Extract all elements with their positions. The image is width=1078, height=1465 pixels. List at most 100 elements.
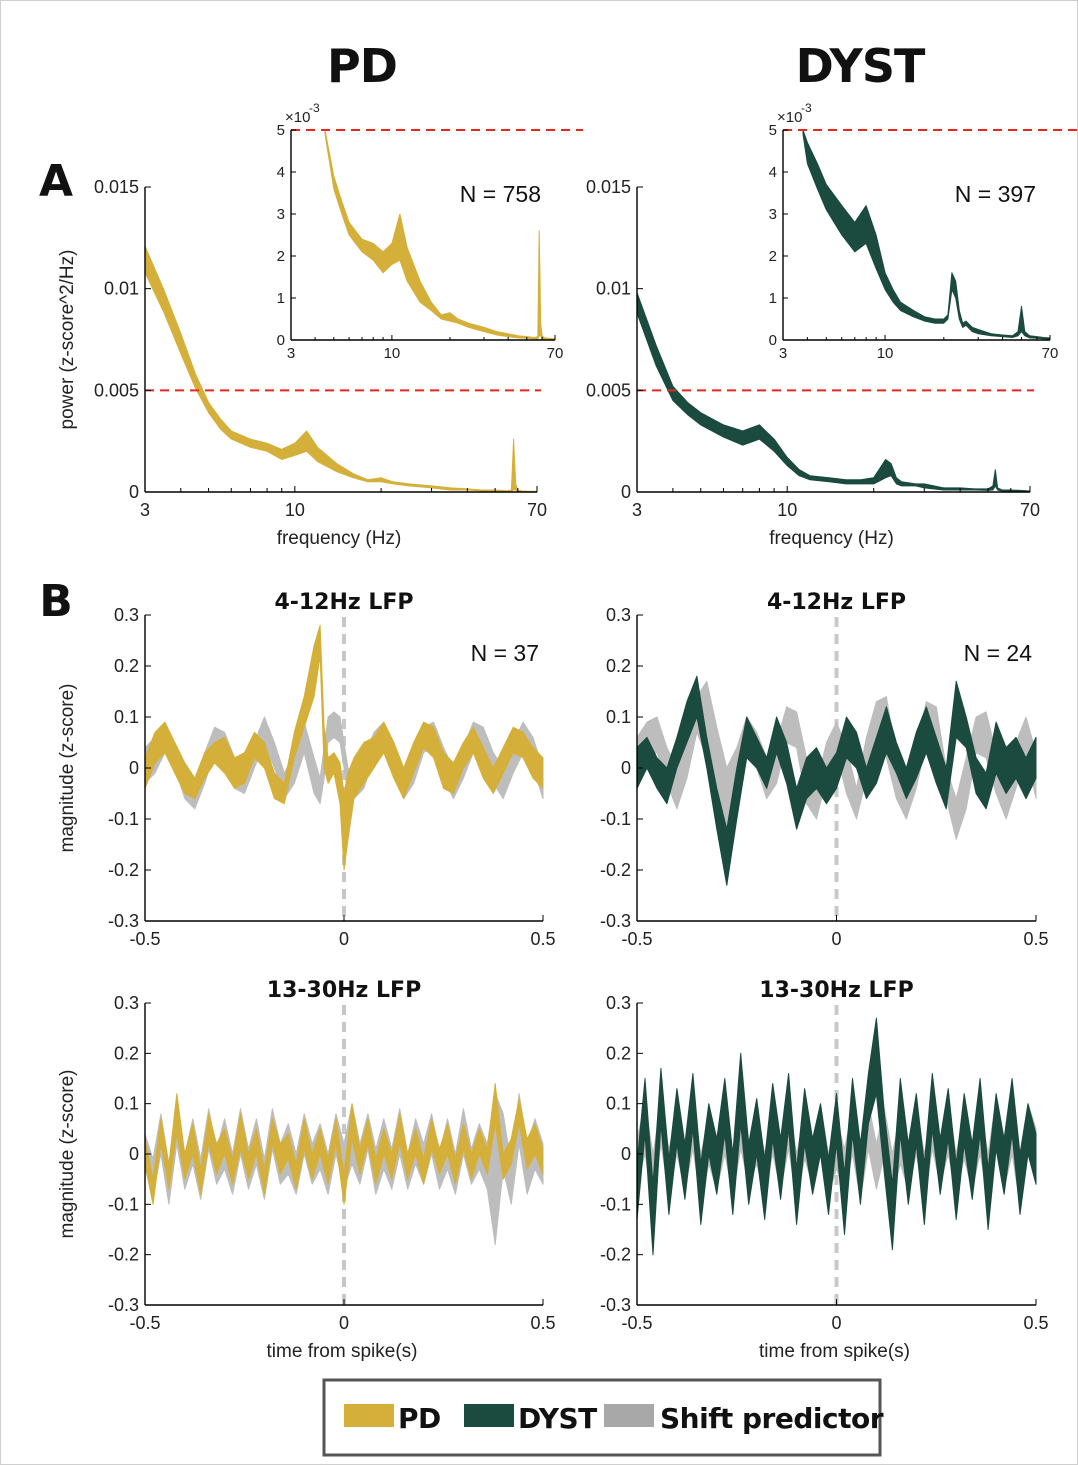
y-tick-label: 0 xyxy=(129,1144,139,1164)
y-tick-label: 0.1 xyxy=(114,707,139,727)
y-tick-label: 0.3 xyxy=(114,993,139,1013)
y-tick-label: 4 xyxy=(769,164,777,181)
x-tick-label: 10 xyxy=(777,500,797,520)
legend-swatch-dyst xyxy=(464,1404,514,1427)
series-band-dyst xyxy=(636,1017,1037,1256)
axis-multiplier: ×10 xyxy=(285,109,310,126)
y-tick-label: 0.3 xyxy=(606,993,631,1013)
y-tick-label: 0 xyxy=(621,1144,631,1164)
y-tick-label: 2 xyxy=(769,248,777,265)
y-tick-label: -0.3 xyxy=(108,1295,139,1315)
axis-multiplier-exponent: -3 xyxy=(309,101,320,115)
x-tick-label: 3 xyxy=(140,500,150,520)
chart-b-dyst-beta: -0.3 -0.2 -0.1 0 0.1 0.2 0.3 -0.5 0 0.5 13-30Hz LF… xyxy=(600,978,1049,1362)
sample-size-annotation: N = 758 xyxy=(460,181,541,207)
panel-letter-b: B xyxy=(39,576,73,627)
x-tick-label: 0.5 xyxy=(530,929,555,949)
y-axis-label: magnitude (z-score) xyxy=(57,1070,78,1239)
y-tick-label: 0 xyxy=(621,482,631,502)
y-tick-label: 0 xyxy=(277,332,285,349)
y-tick-label: 1 xyxy=(277,290,285,307)
y-tick-label: 0.2 xyxy=(606,1043,631,1063)
y-tick-label: -0.2 xyxy=(108,860,139,880)
y-tick-label: 0.2 xyxy=(114,656,139,676)
y-tick-label: -0.1 xyxy=(600,809,631,829)
chart-a-dyst-inset: 0 1 2 3 4 5 3 10 70 ×10-3 N = 397 xyxy=(757,100,1078,366)
x-tick-label: 70 xyxy=(1042,345,1059,362)
subplot-title: 4-12Hz LFP xyxy=(274,590,413,615)
legend: PD DYST Shift predictor xyxy=(322,1378,884,1457)
legend-label-dyst: DYST xyxy=(518,1402,597,1435)
y-tick-label: 5 xyxy=(277,122,285,139)
inset-background xyxy=(265,100,565,366)
y-tick-label: 0.3 xyxy=(606,605,631,625)
chart-b-pd-theta: -0.3 -0.2 -0.1 0 0.1 0.2 0.3 -0.5 0 0.5 4-12Hz LFP… xyxy=(57,590,556,949)
subplot-title: 13-30Hz LFP xyxy=(267,978,421,1003)
column-title-pd: PD xyxy=(327,39,397,93)
subplot-title: 13-30Hz LFP xyxy=(759,978,913,1003)
x-tick-label: 70 xyxy=(527,500,547,520)
y-tick-label: -0.2 xyxy=(600,860,631,880)
y-tick-label: 0.015 xyxy=(94,177,139,197)
y-tick-label: 0.01 xyxy=(104,279,139,299)
sample-size-annotation: N = 37 xyxy=(471,640,539,666)
x-axis-label: frequency (Hz) xyxy=(277,528,402,549)
x-tick-label: -0.5 xyxy=(129,1313,160,1333)
y-tick-label: 0.2 xyxy=(606,656,631,676)
y-tick-label: -0.3 xyxy=(600,911,631,931)
y-tick-label: 0.1 xyxy=(606,1094,631,1114)
series-band-dyst xyxy=(636,675,1037,886)
legend-swatch-shift-predictor xyxy=(604,1404,654,1427)
x-axis-label: frequency (Hz) xyxy=(769,528,894,549)
y-tick-label: -0.3 xyxy=(600,1295,631,1315)
chart-b-dyst-theta: -0.3 -0.2 -0.1 0 0.1 0.2 0.3 -0.5 0 0.5 4-12Hz LFP… xyxy=(600,590,1049,949)
x-tick-label: -0.5 xyxy=(621,1313,652,1333)
y-axis-label: power (z-score^2/Hz) xyxy=(57,250,78,430)
y-tick-label: 0.005 xyxy=(94,380,139,400)
axis-multiplier: ×10 xyxy=(777,109,802,126)
y-tick-label: 3 xyxy=(277,206,285,223)
x-tick-label: -0.5 xyxy=(621,929,652,949)
y-tick-label: -0.2 xyxy=(108,1245,139,1265)
y-tick-label: 0.015 xyxy=(586,177,631,197)
y-tick-label: -0.1 xyxy=(108,1194,139,1214)
legend-label-shift-predictor: Shift predictor xyxy=(660,1402,884,1435)
chart-b-pd-beta: -0.3 -0.2 -0.1 0 0.1 0.2 0.3 -0.5 0 0.5 13-30Hz LF… xyxy=(57,978,556,1362)
y-tick-label: 0.2 xyxy=(114,1043,139,1063)
x-tick-label: 0 xyxy=(831,1313,841,1333)
y-tick-label: 0.1 xyxy=(606,707,631,727)
legend-label-pd: PD xyxy=(398,1402,441,1435)
subplot-title: 4-12Hz LFP xyxy=(767,590,906,615)
y-tick-label: 5 xyxy=(769,122,777,139)
y-tick-label: 1 xyxy=(769,290,777,307)
y-tick-label: 0 xyxy=(129,482,139,502)
x-tick-label: 10 xyxy=(285,500,305,520)
x-tick-label: 0.5 xyxy=(530,1313,555,1333)
series-band-pd xyxy=(144,1083,544,1205)
x-axis-label: time from spike(s) xyxy=(759,1341,910,1362)
x-tick-label: 10 xyxy=(877,345,894,362)
x-tick-label: 3 xyxy=(779,345,787,362)
y-tick-label: 0 xyxy=(769,332,777,349)
y-tick-label: -0.1 xyxy=(108,809,139,829)
sample-size-annotation: N = 24 xyxy=(964,640,1033,666)
series-band-pd xyxy=(144,624,544,871)
y-tick-label: 0.1 xyxy=(114,1094,139,1114)
legend-swatch-pd xyxy=(344,1404,394,1427)
x-tick-label: 70 xyxy=(1020,500,1040,520)
y-tick-label: 0.005 xyxy=(586,380,631,400)
x-axis-label: time from spike(s) xyxy=(267,1341,418,1362)
y-tick-label: 3 xyxy=(769,206,777,223)
sample-size-annotation: N = 397 xyxy=(955,181,1036,207)
axis-multiplier-exponent: -3 xyxy=(801,101,812,115)
x-tick-label: 0.5 xyxy=(1023,929,1048,949)
inset-background xyxy=(757,100,1060,366)
y-tick-label: -0.2 xyxy=(600,1245,631,1265)
y-tick-label: 0 xyxy=(129,758,139,778)
panel-letter-a: A xyxy=(39,156,73,207)
x-tick-label: 70 xyxy=(547,345,564,362)
chart-a-pd-inset: 0 1 2 3 4 5 3 10 70 ×10-3 N = 758 xyxy=(265,100,583,366)
